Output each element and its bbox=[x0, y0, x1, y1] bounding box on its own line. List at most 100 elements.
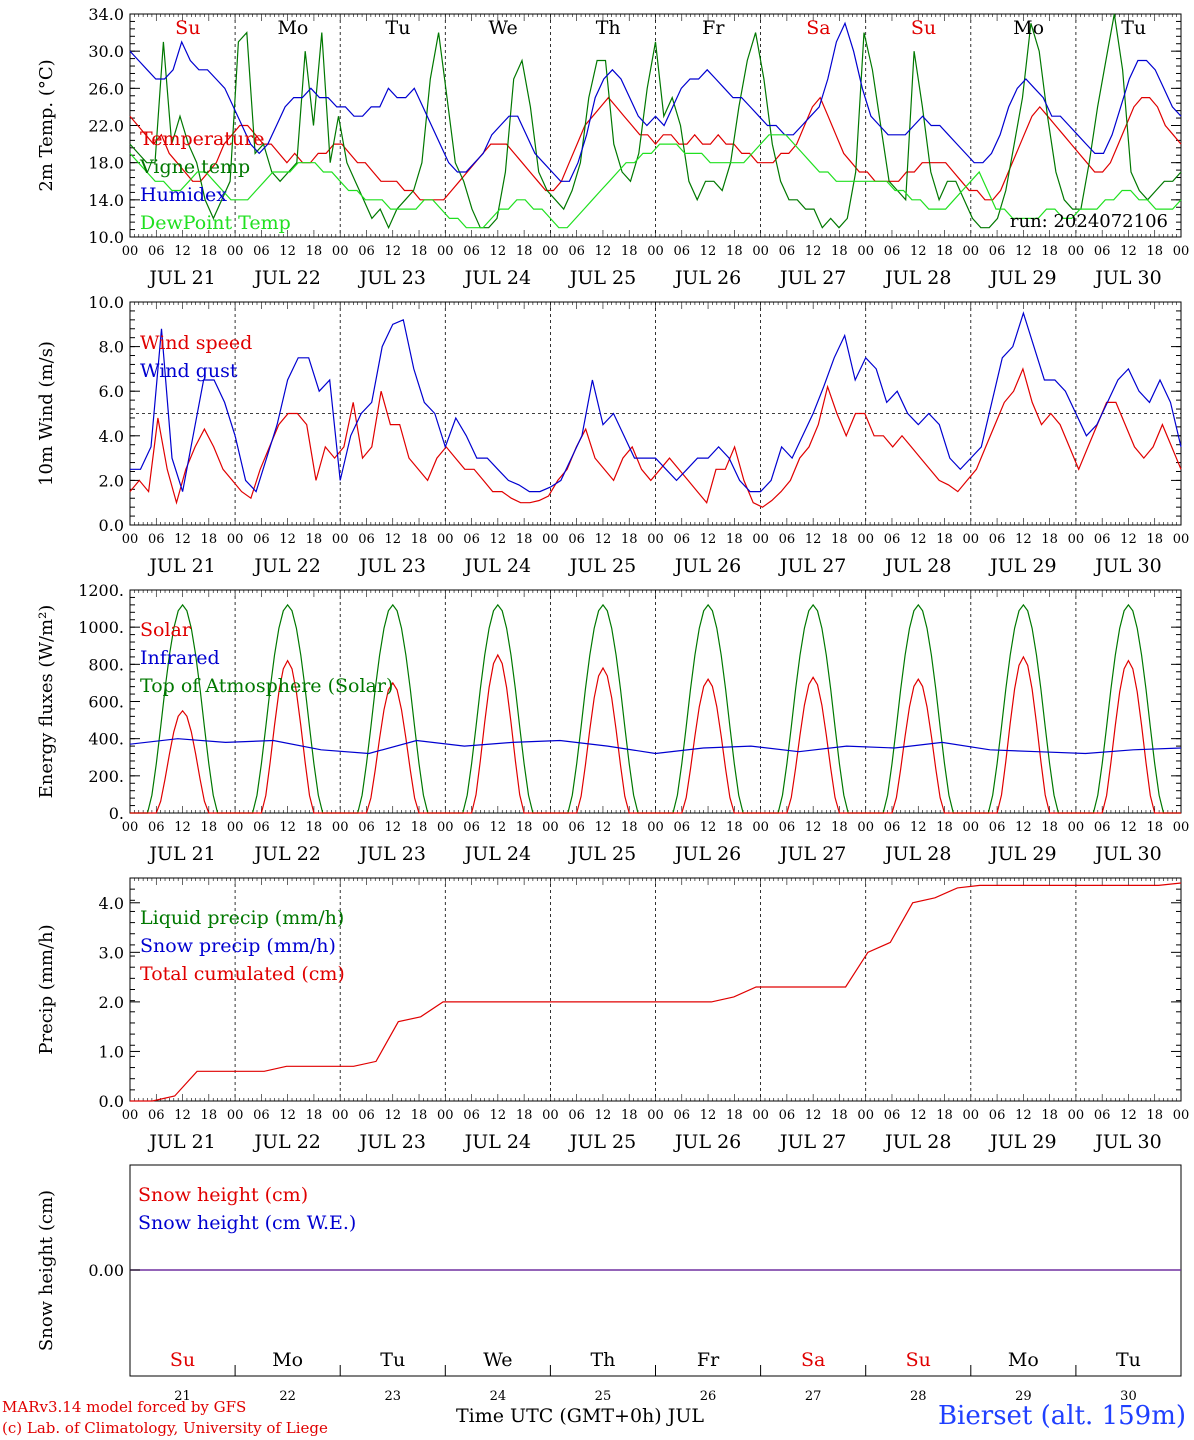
series-line-humidex bbox=[129, 21, 1182, 182]
y-tick-label: 400. bbox=[88, 730, 124, 749]
hour-tick-label: 12 bbox=[384, 244, 401, 259]
hour-tick-label: 12 bbox=[910, 820, 927, 835]
legend-entry: Temperature bbox=[140, 128, 264, 150]
day-label: JUL 25 bbox=[568, 843, 636, 865]
weekday-label: We bbox=[483, 1349, 512, 1371]
day-label: JUL 30 bbox=[1093, 267, 1161, 289]
hour-tick-label: 12 bbox=[1015, 820, 1032, 835]
day-number-label: 27 bbox=[805, 1389, 822, 1404]
hour-tick-label: 18 bbox=[831, 532, 848, 547]
weekday-label: Tu bbox=[1116, 1349, 1141, 1371]
hour-tick-label: 12 bbox=[490, 532, 507, 547]
day-label: JUL 22 bbox=[252, 555, 320, 577]
y-tick-label: 800. bbox=[88, 655, 124, 674]
weekday-label: Mo bbox=[277, 17, 308, 39]
hour-tick-label: 12 bbox=[700, 532, 717, 547]
day-label: JUL 26 bbox=[673, 555, 741, 577]
day-label: JUL 24 bbox=[463, 843, 531, 865]
hour-tick-label: 06 bbox=[568, 244, 585, 259]
day-label: JUL 26 bbox=[673, 843, 741, 865]
hour-tick-label: 00 bbox=[1173, 1108, 1190, 1123]
hour-tick-label: 06 bbox=[253, 820, 270, 835]
hour-tick-label: 06 bbox=[568, 1108, 585, 1123]
station-name: Bierset (alt. 159m) bbox=[937, 1401, 1186, 1431]
hour-tick-label: 00 bbox=[857, 532, 874, 547]
hour-tick-label: 12 bbox=[384, 820, 401, 835]
weekday-label: Su bbox=[911, 17, 936, 39]
hour-tick-label: 18 bbox=[831, 244, 848, 259]
day-label: JUL 21 bbox=[147, 555, 215, 577]
y-tick-label: 0.0 bbox=[99, 1092, 124, 1111]
hour-tick-label: 12 bbox=[490, 244, 507, 259]
hour-tick-label: 12 bbox=[595, 820, 612, 835]
credit-lab: (c) Lab. of Climatology, University of L… bbox=[2, 1419, 328, 1437]
y-tick-label: 2.0 bbox=[99, 471, 124, 490]
panel-frame-1 bbox=[129, 13, 1182, 238]
day-label: JUL 22 bbox=[252, 267, 320, 289]
day-label: JUL 21 bbox=[147, 267, 215, 289]
hour-tick-label: 18 bbox=[621, 532, 638, 547]
day-number-label: 28 bbox=[910, 1389, 927, 1404]
hour-tick-label: 06 bbox=[568, 532, 585, 547]
day-label: JUL 24 bbox=[463, 267, 531, 289]
hour-tick-label: 06 bbox=[253, 244, 270, 259]
hour-tick-label: 18 bbox=[621, 1108, 638, 1123]
hour-tick-label: 00 bbox=[963, 820, 980, 835]
hour-tick-label: 00 bbox=[752, 820, 769, 835]
legend-entry: Snow precip (mm/h) bbox=[140, 935, 336, 957]
day-label: JUL 30 bbox=[1093, 843, 1161, 865]
hour-tick-label: 00 bbox=[122, 244, 139, 259]
hour-tick-label: 00 bbox=[1173, 532, 1190, 547]
day-label: JUL 23 bbox=[358, 555, 426, 577]
series-line-vigne-temp bbox=[129, 13, 1182, 230]
y-tick-label: 0.00 bbox=[88, 1261, 124, 1280]
hour-tick-label: 00 bbox=[437, 820, 454, 835]
hour-tick-label: 06 bbox=[989, 244, 1006, 259]
day-label: JUL 27 bbox=[778, 843, 846, 865]
hour-tick-label: 06 bbox=[674, 820, 691, 835]
y-tick-label: 600. bbox=[88, 693, 124, 712]
day-label: JUL 25 bbox=[568, 555, 636, 577]
hour-tick-label: 00 bbox=[122, 532, 139, 547]
hour-tick-label: 06 bbox=[884, 820, 901, 835]
hour-tick-label: 06 bbox=[253, 532, 270, 547]
hour-tick-label: 00 bbox=[122, 1108, 139, 1123]
day-label: JUL 22 bbox=[252, 1131, 320, 1153]
weekday-label: Mo bbox=[1013, 17, 1044, 39]
hour-tick-label: 00 bbox=[332, 1108, 349, 1123]
y-axis-title: 10m Wind (m/s) bbox=[36, 341, 57, 486]
y-tick-label: 4.0 bbox=[99, 427, 124, 446]
hour-tick-label: 06 bbox=[779, 244, 796, 259]
hour-tick-label: 06 bbox=[463, 820, 480, 835]
hour-tick-label: 00 bbox=[122, 820, 139, 835]
hour-tick-label: 12 bbox=[700, 820, 717, 835]
weekday-label: Tu bbox=[380, 1349, 405, 1371]
hour-tick-label: 12 bbox=[805, 1108, 822, 1123]
hour-tick-label: 00 bbox=[647, 820, 664, 835]
hour-tick-label: 12 bbox=[805, 820, 822, 835]
weekday-label: Fr bbox=[702, 17, 725, 39]
hour-tick-label: 00 bbox=[857, 820, 874, 835]
hour-tick-label: 00 bbox=[332, 532, 349, 547]
hour-tick-label: 18 bbox=[1146, 532, 1163, 547]
y-tick-label: 22.0 bbox=[88, 117, 124, 136]
hour-tick-label: 00 bbox=[1068, 1108, 1085, 1123]
hour-tick-label: 00 bbox=[332, 820, 349, 835]
hour-tick-label: 12 bbox=[1120, 244, 1137, 259]
hour-tick-label: 00 bbox=[1173, 820, 1190, 835]
hour-tick-label: 06 bbox=[253, 1108, 270, 1123]
hour-tick-label: 18 bbox=[516, 244, 533, 259]
hour-tick-label: 18 bbox=[726, 244, 743, 259]
hour-tick-label: 18 bbox=[201, 532, 218, 547]
legend-entry: Total cumulated (cm) bbox=[140, 963, 345, 985]
hour-tick-label: 06 bbox=[1094, 244, 1111, 259]
hour-tick-label: 12 bbox=[595, 244, 612, 259]
hour-tick-label: 00 bbox=[437, 244, 454, 259]
hour-tick-label: 00 bbox=[752, 1108, 769, 1123]
day-label: JUL 28 bbox=[883, 843, 951, 865]
hour-tick-label: 18 bbox=[1041, 820, 1058, 835]
y-tick-label: 0. bbox=[109, 804, 124, 823]
hour-tick-label: 12 bbox=[910, 244, 927, 259]
legend-entry: Top of Atmosphere (Solar) bbox=[140, 675, 393, 697]
hour-tick-label: 12 bbox=[174, 1108, 191, 1123]
